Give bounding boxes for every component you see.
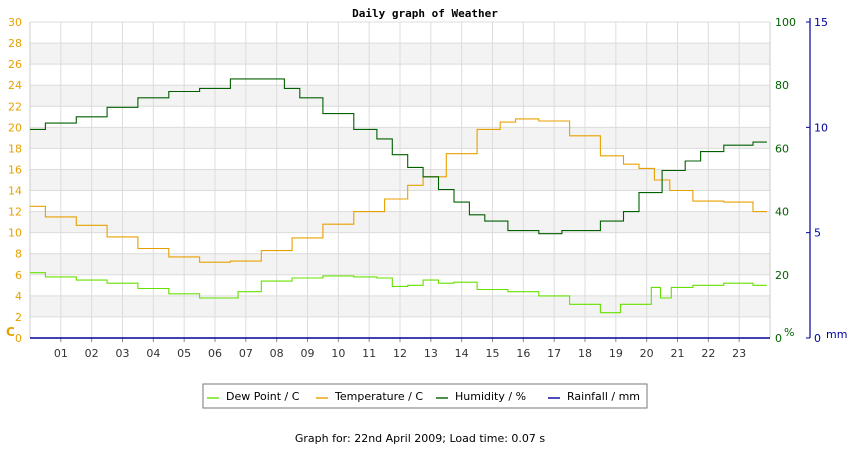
- x-tick-label: 08: [270, 347, 284, 360]
- grid-lines: [30, 21, 770, 339]
- left-tick-label: 24: [8, 79, 22, 92]
- legend-entry: Temperature / C: [334, 390, 423, 403]
- x-tick-label: 05: [177, 347, 191, 360]
- left-tick-label: 4: [15, 290, 22, 303]
- left-tick-label: 18: [8, 142, 22, 155]
- legend-box: [202, 383, 648, 409]
- left-tick-label: 16: [8, 163, 22, 176]
- right-axis-rainfall: 0 5 10 15 mm: [806, 16, 847, 345]
- series-dew-point-c: [30, 272, 767, 314]
- left-tick-label: 14: [8, 185, 22, 198]
- series-lines: [30, 78, 770, 339]
- x-tick-label: 13: [424, 347, 438, 360]
- x-tick-label: 07: [239, 347, 253, 360]
- footer-text: Graph for: 22nd April 2009; Load time: 0…: [295, 432, 546, 445]
- left-tick-label: 12: [8, 206, 22, 219]
- series-humidity: [30, 78, 767, 235]
- legend-entry: Humidity / %: [455, 390, 526, 403]
- x-tick-label: 15: [486, 347, 500, 360]
- humidity-tick-label: 0: [775, 332, 782, 345]
- left-tick-label: 30: [8, 16, 22, 29]
- x-tick-label: 04: [146, 347, 160, 360]
- left-tick-label: 10: [8, 227, 22, 240]
- left-tick-label: 6: [15, 269, 22, 282]
- x-tick-label: 17: [547, 347, 561, 360]
- left-tick-label: 20: [8, 121, 22, 134]
- humidity-tick-label: 40: [775, 206, 789, 219]
- right-axis-humidity: 0 20 40 60 80 100%: [769, 16, 796, 345]
- humidity-axis-unit: %: [784, 326, 794, 339]
- humidity-tick-label: 80: [775, 79, 789, 92]
- x-tick-label: 03: [116, 347, 130, 360]
- x-tick-label: 19: [609, 347, 623, 360]
- legend-entry: Dew Point / C: [226, 390, 300, 403]
- x-tick-label: 22: [701, 347, 715, 360]
- x-axis-hours: 01 02 03 04 05 06 07 08 09 10 11 12 13 14 15 16 17 18 19 20…: [30, 337, 770, 360]
- rainfall-tick-label: 5: [814, 227, 821, 240]
- x-tick-label: 09: [301, 347, 315, 360]
- x-tick-label: 12: [393, 347, 407, 360]
- x-tick-label: 18: [578, 347, 592, 360]
- x-tick-label: 06: [208, 347, 222, 360]
- humidity-tick-label: 20: [775, 269, 789, 282]
- rainfall-tick-label: 10: [814, 121, 828, 134]
- left-tick-label: 26: [8, 58, 22, 71]
- x-tick-label: 21: [671, 347, 685, 360]
- legend-entry: Rainfall / mm: [567, 390, 640, 403]
- x-tick-label: 10: [331, 347, 345, 360]
- x-tick-label: 23: [732, 347, 746, 360]
- rainfall-tick-label: 15: [814, 16, 828, 29]
- legend: Dew Point / C Temperature / C Humidity / %…: [202, 383, 648, 409]
- left-tick-label: 8: [15, 248, 22, 261]
- left-axis-unit: C: [6, 325, 15, 339]
- left-tick-label: 0: [15, 332, 22, 345]
- x-tick-label: 11: [362, 347, 376, 360]
- left-tick-label: 2: [15, 311, 22, 324]
- left-tick-label: 22: [8, 100, 22, 113]
- x-tick-label: 01: [54, 347, 68, 360]
- x-tick-label: 16: [516, 347, 530, 360]
- chart-title: Daily graph of Weather: [352, 7, 498, 20]
- rainfall-axis-unit: mm: [826, 328, 847, 341]
- rainfall-tick-label: 0: [814, 332, 821, 345]
- humidity-tick-label: 100: [775, 16, 796, 29]
- left-tick-label: 28: [8, 37, 22, 50]
- humidity-tick-label: 60: [775, 142, 789, 155]
- x-tick-label: 20: [640, 347, 654, 360]
- x-tick-label: 14: [455, 347, 469, 360]
- x-tick-label: 02: [85, 347, 99, 360]
